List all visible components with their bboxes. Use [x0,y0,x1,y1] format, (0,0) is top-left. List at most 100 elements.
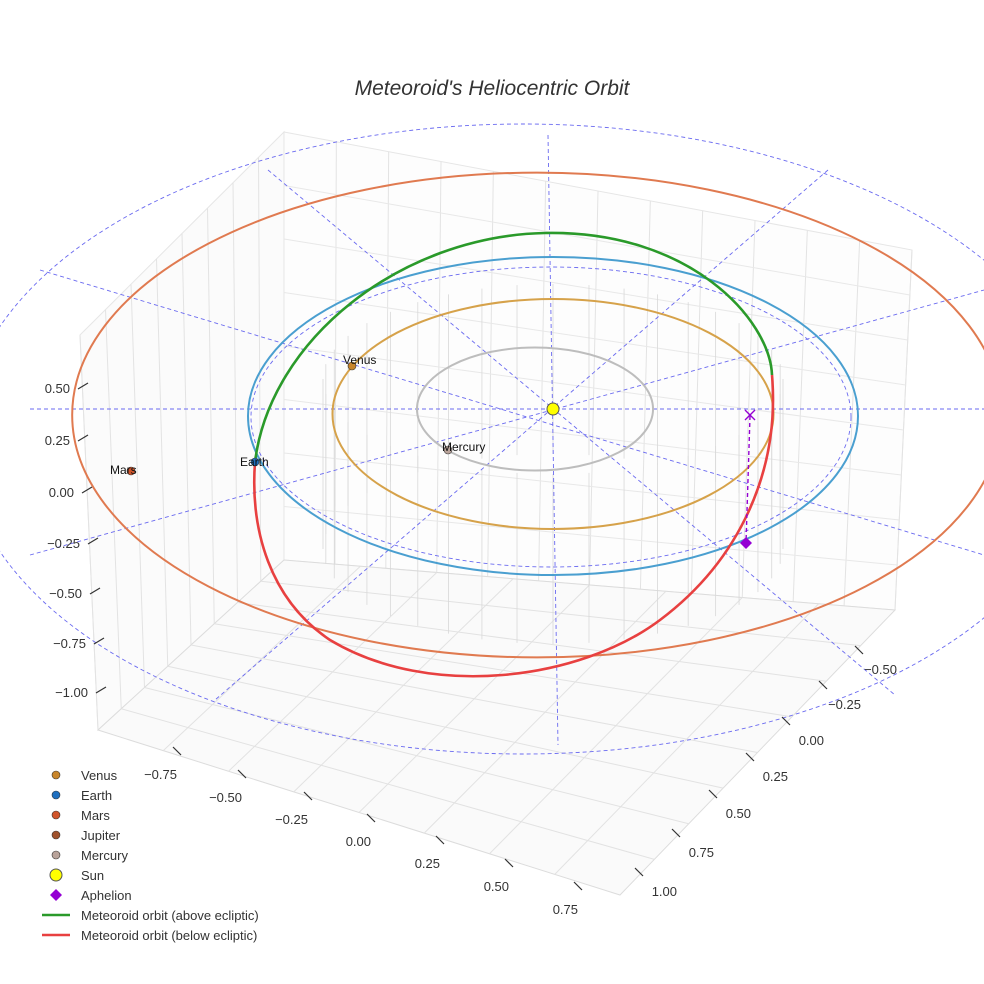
z-tick-label: −0.50 [49,586,82,601]
meteoroid-orbit [253,231,775,678]
legend-swatch [51,850,61,860]
ecliptic-spoke [267,169,896,696]
legend: Venus Earth Mars Jupiter Mercury Sun Aphelion M… [42,768,259,943]
x-tick-mark [504,858,514,868]
planet-label-venus: Venus [343,353,376,367]
y-tick-mark [671,828,681,838]
z-tick-mark [81,486,93,494]
floor-gridline [554,603,819,875]
back-wall-gridline [79,334,99,731]
earth-reference-ring [250,266,852,568]
chart-title: Meteoroid's Heliocentric Orbit [355,77,631,100]
y-tick-label: 1.00 [652,884,677,899]
legend-label: Meteoroid orbit (below ecliptic) [81,928,257,943]
markers: Venus Earth Mars Mercury [110,353,756,549]
floor-gridline [214,623,792,718]
x-tick-mark [366,813,376,823]
ecliptic-reference-grid [0,123,984,755]
x-tick-label: −0.50 [209,790,242,805]
y-tick-mark [781,716,791,726]
z-tick-label: 0.00 [49,485,74,500]
back-wall-gridline [156,258,169,667]
right-wall-gridline [283,345,904,431]
legend-label: Mercury [81,848,128,863]
legend-swatch [51,790,61,800]
right-wall-gridline [283,506,898,566]
y-tick-label: 0.00 [799,733,824,748]
back-wall-gridline [258,157,262,582]
right-wall-gridline [283,185,910,296]
legend-swatch [51,810,61,820]
y-tick-mark [745,752,755,762]
aphelion-drop-line [745,415,751,544]
legend-label: Earth [81,788,112,803]
right-wall-gridline [283,452,900,521]
axis-ticks: 0.50 0.25 0.00 −0.25 −0.50 −0.75 −1.00 −0.75 −0.… [45,381,897,917]
legend-label: Mars [81,808,110,823]
legend-swatch [50,889,62,901]
floor-gridline [489,597,743,855]
x-tick-mark [435,835,445,845]
planet-label-earth: Earth [240,455,269,469]
z-tick-label: −1.00 [55,685,88,700]
y-tick-label: 0.75 [689,845,714,860]
x-tick-mark [237,769,247,779]
right-wall-gridline [283,238,908,341]
y-tick-label: 0.50 [726,806,751,821]
x-tick-label: 0.75 [553,902,578,917]
legend-label: Sun [81,868,104,883]
z-tick-mark [87,537,99,545]
floor-gridline [237,602,827,682]
x-tick-label: 0.25 [415,856,440,871]
back-wall-gridline [232,182,238,603]
aphelion-projection-marker [744,409,756,421]
legend-label: Venus [81,768,118,783]
z-tick-label: 0.50 [45,381,70,396]
planet-marker-mars [126,466,136,476]
x-tick-label: 0.00 [346,834,371,849]
y-tick-label: 0.25 [763,769,788,784]
x-tick-mark [172,746,182,756]
legend-label: Jupiter [81,828,121,843]
z-tick-mark [77,382,89,390]
y-tick-mark [854,645,864,655]
orbit-mars [71,171,984,659]
x-tick-mark [303,791,313,801]
planet-marker-earth [250,457,260,467]
meteoroid-orbit-below [253,374,775,678]
planet-label-mars: Mars [110,463,137,477]
z-tick-label: −0.25 [47,536,80,551]
sun-marker [546,402,560,416]
x-tick-mark [573,881,583,891]
floor-gridline [423,590,667,834]
x-tick-label: −0.25 [275,812,308,827]
z-tick-label: −0.75 [53,636,86,651]
floor-gridline [260,580,861,647]
ecliptic-outer-ring [0,123,984,755]
z-tick-label: 0.25 [45,433,70,448]
z-tick-mark [95,686,107,694]
meteoroid-orbit-above [253,231,774,463]
z-tick-mark [93,637,105,645]
back-wall-gridline [207,208,215,624]
back-wall-gridline [130,284,145,688]
orbit-earth [247,255,859,577]
ecliptic-spoke [214,169,829,701]
ecliptic-spoke [547,134,559,746]
legend-swatch [49,868,63,882]
y-tick-label: −0.25 [828,697,861,712]
aphelion-marker [740,537,752,549]
z-tick-mark [89,587,101,595]
legend-swatch [51,770,61,780]
planet-marker-venus [347,361,357,371]
y-tick-mark [708,789,718,799]
x-tick-label: 0.50 [484,879,509,894]
floor-gridline [190,644,758,753]
x-tick-label: −0.75 [144,767,177,782]
orbit-mercury [415,346,655,472]
planet-label-mercury: Mercury [442,440,485,454]
legend-label: Meteoroid orbit (above ecliptic) [81,908,259,923]
ecliptic-spoke [39,269,984,556]
legend-swatch [51,830,61,840]
